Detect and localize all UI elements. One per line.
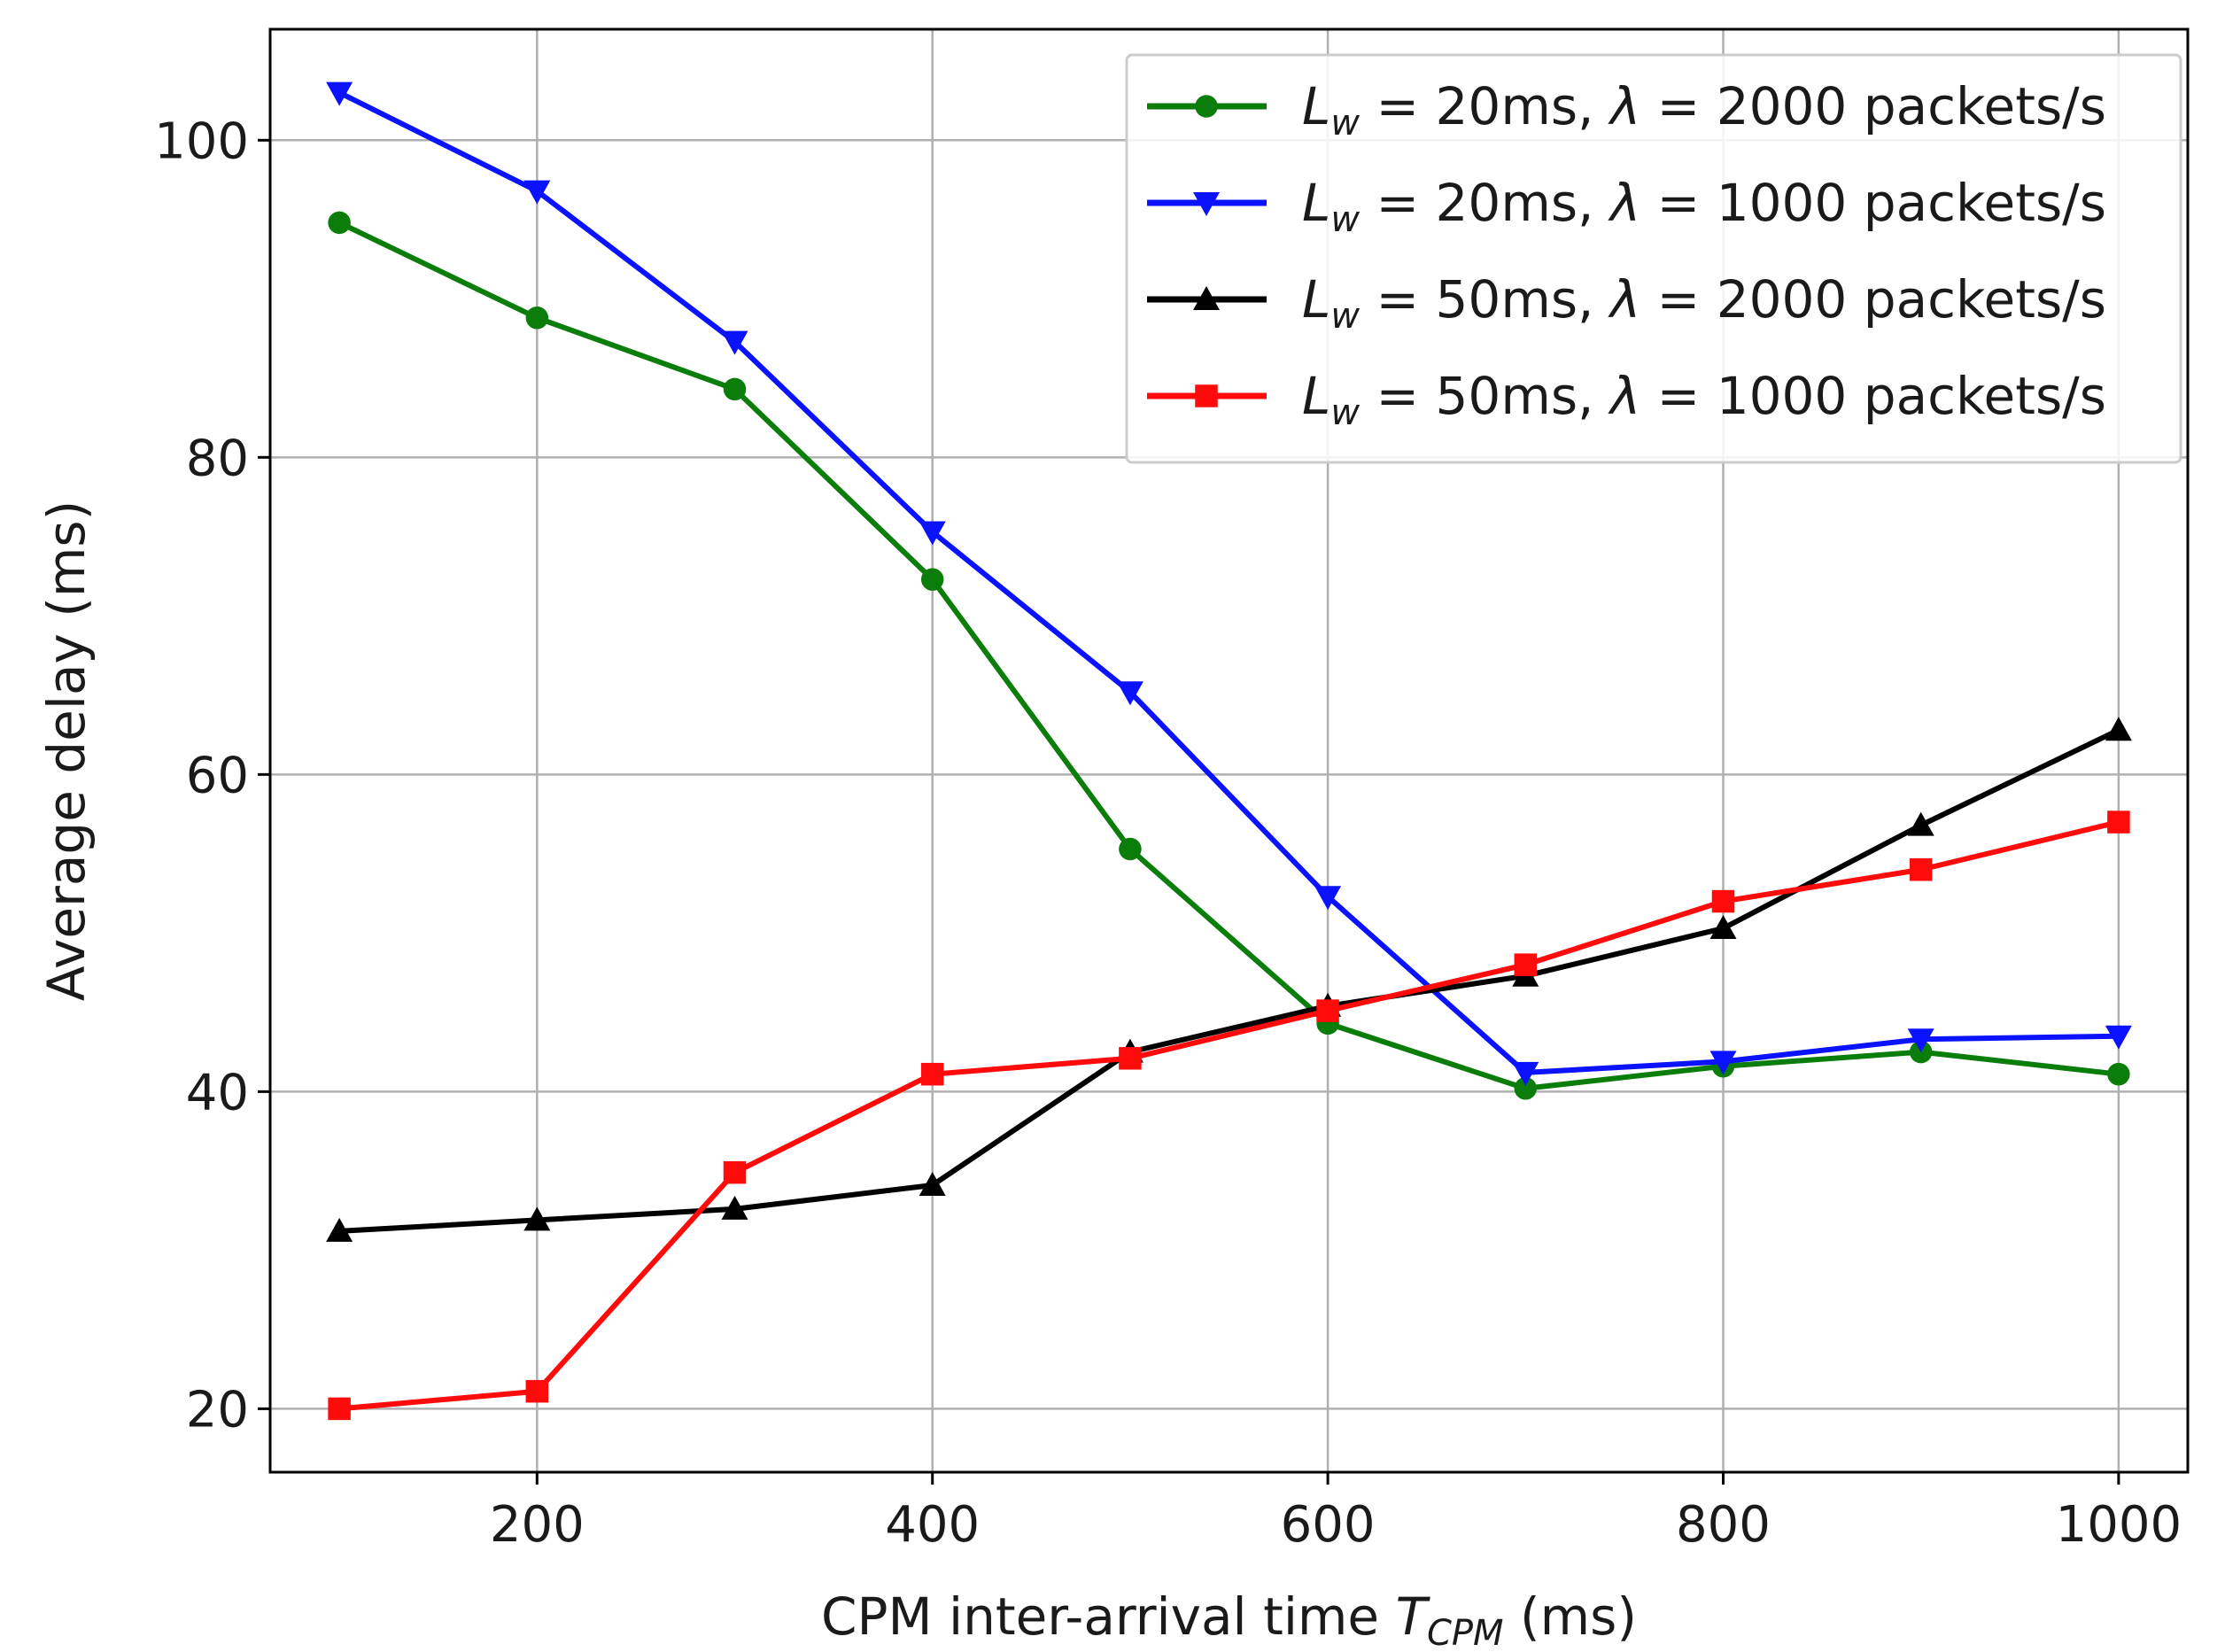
legend-entry-3: Lw = 50ms, λ = 2000 packets/s [1147,269,2106,337]
legend-label: Lw = 20ms, λ = 2000 packets/s [1302,76,2106,143]
data-point [1709,1051,1737,1075]
data-point [723,1160,747,1184]
legend-marker [1195,95,1218,118]
x-tick-label: 1000 [2056,1496,2182,1554]
series-2 [326,81,2132,1086]
x-axis-label-subscript: CPM [1427,1613,1504,1652]
data-point [523,180,551,205]
data-point [919,1171,946,1196]
data-point [1907,1028,1934,1053]
x-axis-label-symbol: T [1396,1586,1431,1647]
series-4 [328,810,2130,1421]
data-point [2105,1025,2132,1050]
data-point [919,521,946,546]
data-point [1907,811,1934,836]
legend: Lw = 20ms, λ = 2000 packets/s Lw = 20ms, … [1125,53,2182,464]
x-tick-label: 800 [1676,1496,1771,1554]
data-point [326,1217,353,1242]
series-line [338,819,2120,1412]
y-tick-label: 80 [186,430,249,487]
axis-ticks: 200 400 600 800 1000 20 40 60 80 100 [154,112,2182,1554]
data-point [723,377,747,401]
series-layer [326,81,2132,1421]
x-axis-label-unit: (ms) [1504,1586,1637,1647]
series-line [338,727,2120,1234]
y-tick-label: 40 [186,1064,249,1121]
data-point [328,1397,351,1421]
data-point [2107,810,2130,834]
data-point [1314,886,1342,911]
data-point [1711,889,1735,913]
y-tick-label: 100 [154,112,249,170]
data-point [721,330,748,355]
y-tick-label: 20 [186,1381,249,1439]
legend-entry-1: Lw = 20ms, λ = 2000 packets/s [1147,76,2106,143]
legend-marker [1193,286,1220,310]
x-axis-label: CPM inter-arrival time TCPM (ms) [821,1586,1637,1652]
data-point [1709,914,1737,939]
data-point [1909,858,1933,881]
series-line [337,220,2120,1091]
data-point [721,1195,748,1220]
data-point [1512,1061,1539,1086]
data-point [1514,1077,1538,1100]
legend-label: Lw = 50ms, λ = 2000 packets/s [1302,269,2106,337]
data-point [525,1379,549,1403]
legend-entry-2: Lw = 20ms, λ = 1000 packets/s [1147,173,2106,240]
legend-box [1125,53,2182,464]
data-point [2105,717,2132,741]
x-tick-label: 600 [1281,1496,1376,1554]
plot-frame [268,27,2190,1474]
legend-marker [1195,384,1218,407]
data-point [525,306,549,330]
data-point [1316,999,1339,1022]
legend-label: Lw = 50ms, λ = 1000 packets/s [1302,366,2106,433]
data-point [920,568,944,591]
x-tick-label: 200 [490,1496,585,1554]
data-point [920,1062,944,1086]
data-point [326,81,353,106]
x-tick-label: 400 [885,1496,980,1554]
y-axis-label: Average delay (ms) [36,500,97,1002]
legend-entry-4: Lw = 50ms, λ = 1000 packets/s [1147,366,2106,433]
data-point [2107,1062,2130,1086]
legend-label: Lw = 20ms, λ = 1000 packets/s [1302,173,2106,240]
data-point [1116,681,1144,706]
legend-marker [1193,192,1220,216]
y-tick-label: 60 [186,747,249,804]
data-point [523,1206,551,1231]
series-line [337,89,2119,1075]
data-point [1514,953,1538,976]
data-point [328,211,351,235]
x-axis-label-main: CPM inter-arrival time [821,1586,1396,1647]
data-point [1119,837,1142,861]
data-point [1119,1047,1142,1070]
